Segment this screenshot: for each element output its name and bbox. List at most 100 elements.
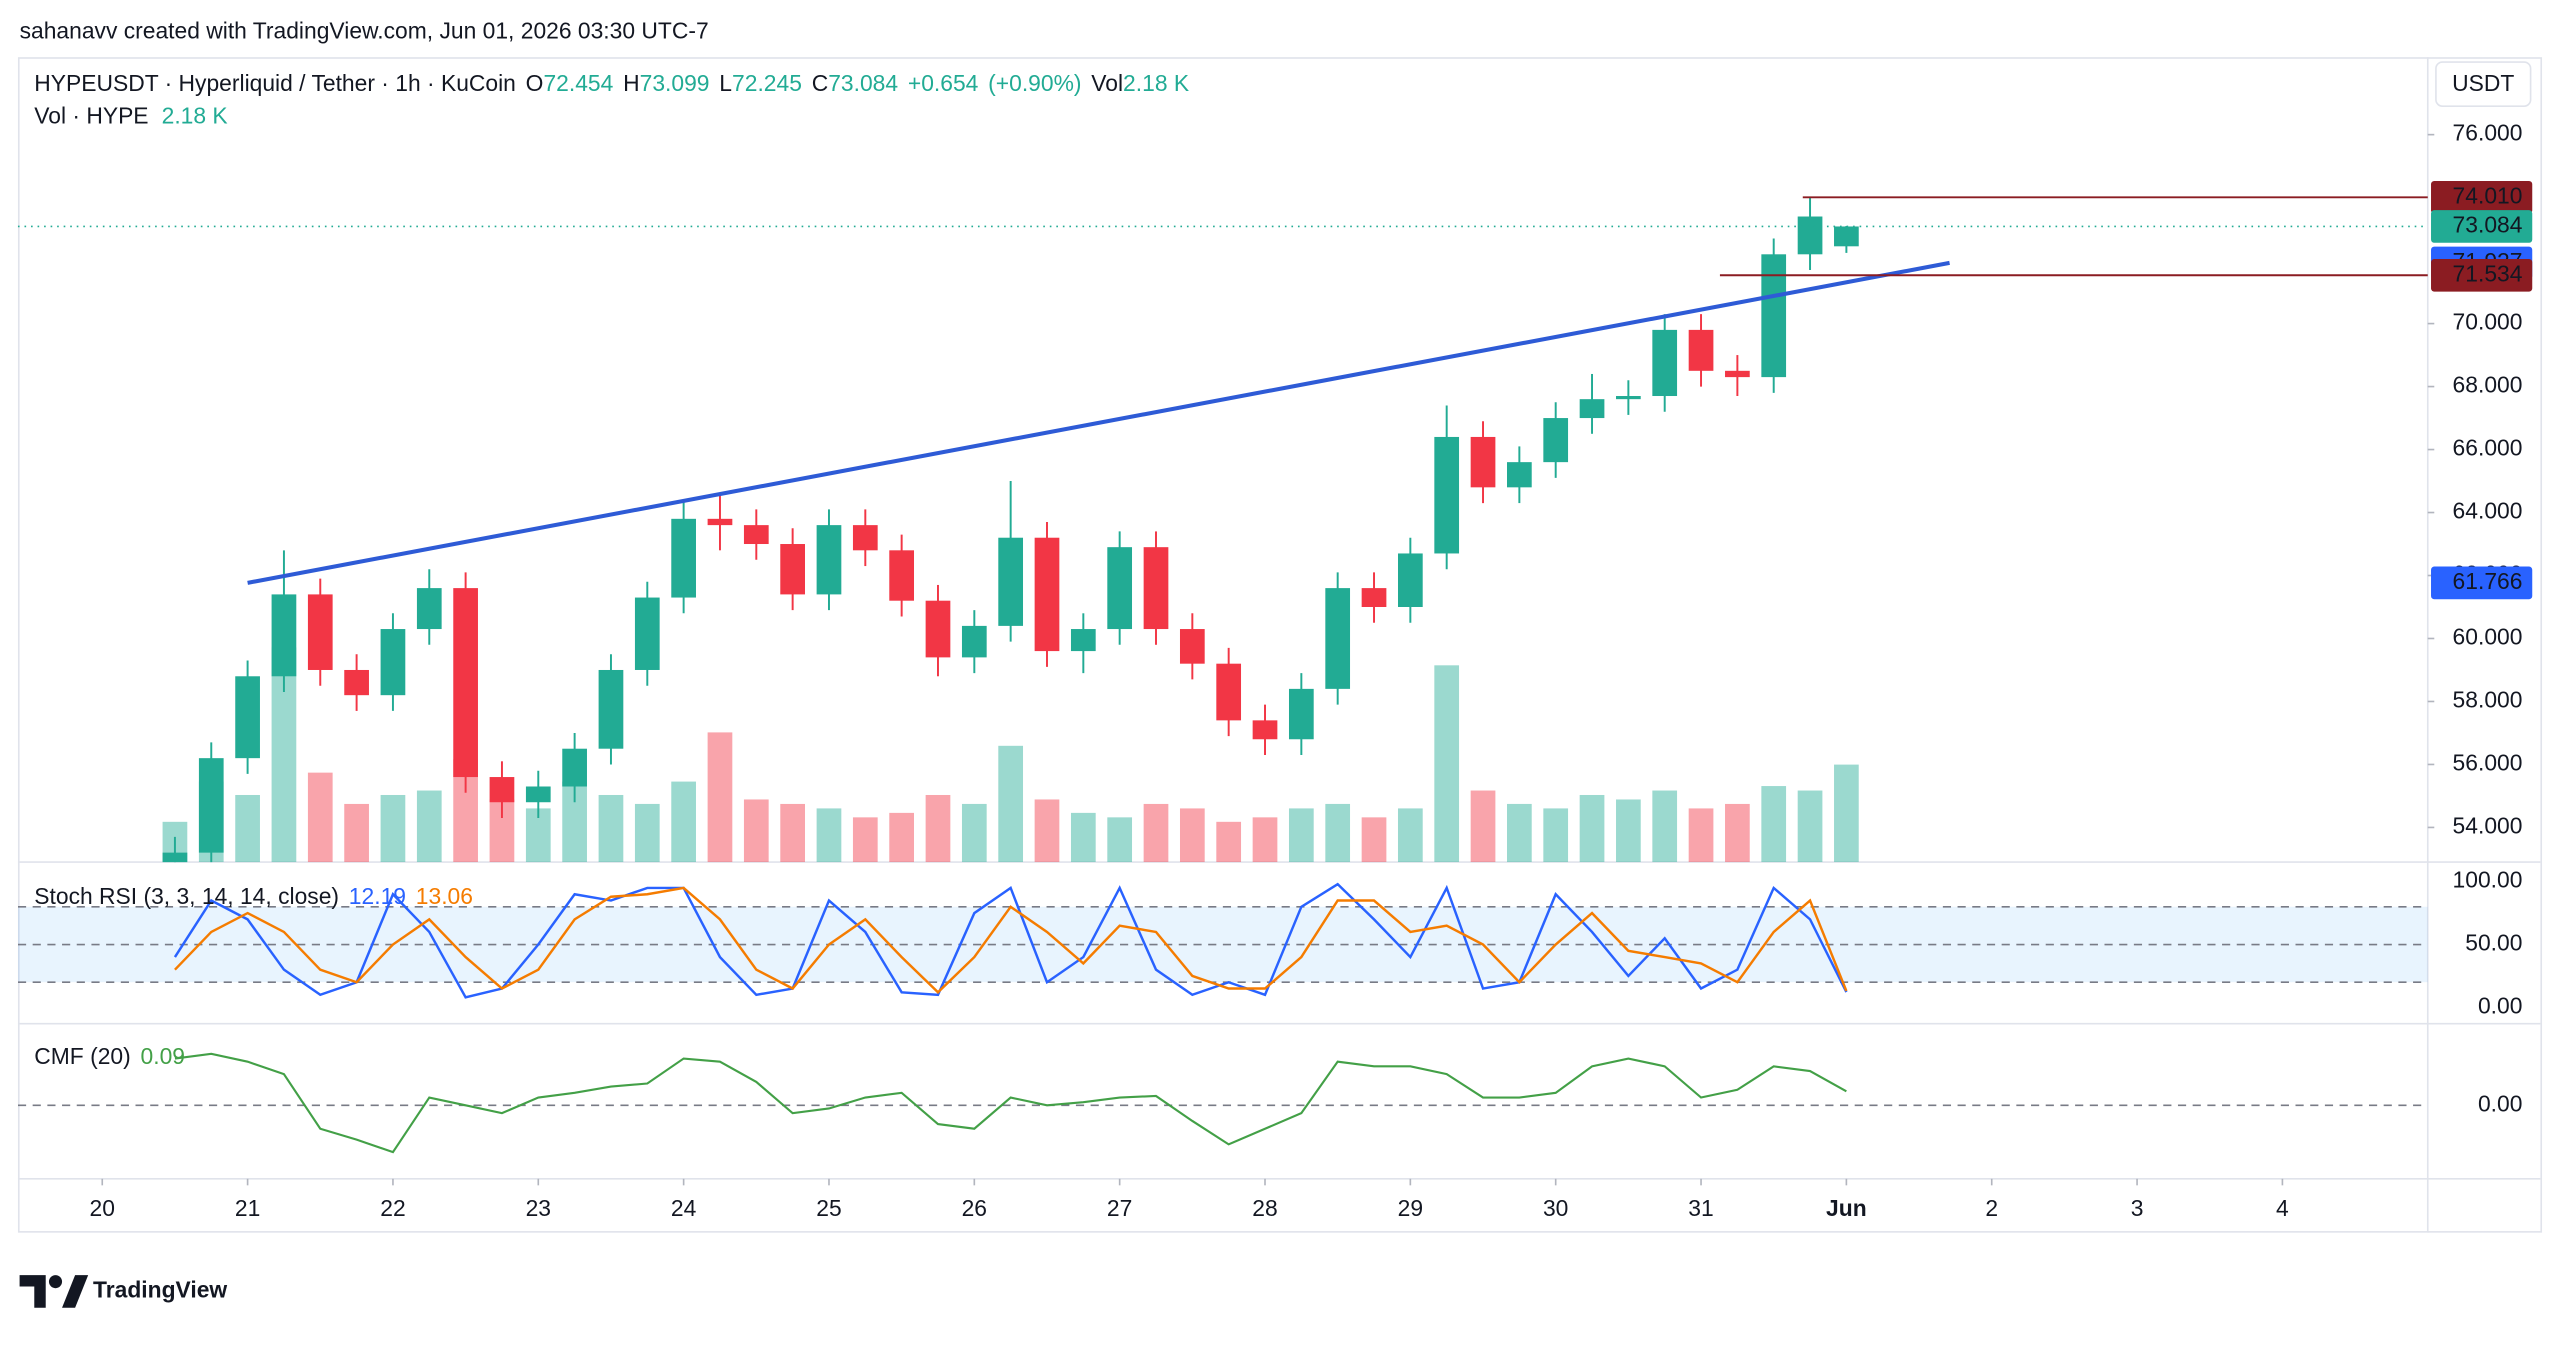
candle-body (1252, 720, 1278, 740)
candle-body (1397, 553, 1423, 607)
x-tick-label: 21 (235, 1195, 260, 1221)
legend-key: Vol (1091, 70, 1123, 96)
volume-bar (1361, 817, 1387, 863)
candle-body (743, 525, 769, 545)
stoch-legend: Stoch RSI (3, 3, 14, 14, close) 12.19 13.0… (34, 883, 473, 909)
cmf-tick-label: 0.00 (2478, 1090, 2522, 1116)
volume-title: Vol · HYPE (34, 103, 148, 129)
candle-body (1361, 588, 1387, 607)
candle-body (271, 594, 297, 677)
candle-body (1470, 436, 1496, 488)
legend-value: 73.099 (640, 70, 710, 96)
x-tick-label: 24 (671, 1195, 697, 1221)
candle-body (816, 525, 842, 595)
volume-bar (1579, 794, 1605, 863)
candle-body (634, 597, 660, 670)
y-tick-label: 56.000 (2453, 749, 2523, 775)
candle-body (1288, 688, 1314, 740)
legend: HYPEUSDT · Hyperliquid / Tether · 1h · K… (34, 70, 1189, 96)
brand-logo (19, 1275, 89, 1308)
currency[interactable]: USDT (2452, 70, 2514, 96)
volume-bar (1143, 803, 1169, 863)
candle-body (961, 625, 987, 658)
legend-key: O (526, 70, 544, 96)
volume-bar (1034, 799, 1060, 863)
candle-body (1434, 436, 1460, 554)
volume-bar (925, 794, 951, 863)
legend-value: 73.084 (828, 70, 898, 96)
x-tick-label: Jun (1826, 1195, 1867, 1221)
volume-bar (598, 794, 624, 863)
y-tick-label: 66.000 (2453, 435, 2523, 461)
volume-bar (380, 794, 406, 863)
volume-bar (852, 817, 878, 863)
stoch-pane (17, 882, 2428, 999)
volume-bar (1252, 817, 1278, 863)
volume-bar (1070, 812, 1096, 863)
candle-body (380, 629, 406, 696)
volume-bar (743, 799, 769, 863)
cmf-legend: CMF (20) 0.09 (34, 1043, 185, 1069)
y-tick-label: 54.000 (2453, 812, 2523, 838)
volume-bar (707, 732, 733, 863)
volume-bar (1688, 808, 1714, 863)
candle-body (1688, 329, 1714, 371)
candle-body (1070, 629, 1096, 652)
volume-bar (416, 790, 442, 863)
volume-bar (1470, 790, 1496, 863)
price-badge (2431, 258, 2533, 292)
x-tick-label: 3 (2131, 1195, 2144, 1221)
legend-key: C (812, 70, 829, 96)
stoch-value: 13.06 (416, 883, 473, 909)
volume-bar (1725, 803, 1750, 863)
cmf-title: CMF (20) (34, 1043, 130, 1069)
volume-bar (1179, 808, 1205, 863)
candle-body (780, 544, 805, 595)
candle-body (235, 676, 260, 759)
candle-body (562, 748, 587, 787)
legend-value: 72.454 (543, 70, 613, 96)
candle-body (1034, 537, 1060, 652)
volume-bar (1325, 803, 1351, 863)
candle-body (344, 669, 369, 696)
cmf-value: 0.09 (141, 1043, 185, 1069)
price-badge-label: 61.766 (2453, 568, 2523, 594)
price-badge (2431, 210, 2533, 243)
y-tick-label: 70.000 (2453, 309, 2523, 335)
candle-body (416, 588, 442, 630)
volume-bar (671, 781, 696, 863)
trendline (247, 260, 1950, 585)
volume-bar (1434, 665, 1460, 863)
y-tick-label: 60.000 (2453, 624, 2523, 650)
legend-key: H (623, 70, 640, 96)
currency-box[interactable] (2435, 61, 2532, 107)
candle-body (1797, 216, 1823, 255)
x-tick-label: 30 (1543, 1195, 1568, 1221)
legend-value: +0.654 (908, 70, 979, 96)
volume-bar (1797, 790, 1823, 863)
candle-body (1579, 399, 1605, 419)
legend-value: 72.245 (732, 70, 802, 96)
candle-body (1143, 547, 1169, 630)
volume-bar (961, 803, 987, 863)
volume-bar (344, 803, 369, 863)
cmf-pane (17, 1052, 2428, 1154)
chart-frame (17, 57, 2543, 1233)
stoch-title: Stoch RSI (3, 3, 14, 14, close) (34, 883, 339, 909)
x-tick-label: 25 (816, 1195, 841, 1221)
candle-body (852, 525, 878, 551)
candle-body (1216, 663, 1242, 721)
candle-body (889, 550, 915, 601)
candle-body (671, 518, 696, 598)
candle-body (1325, 588, 1351, 689)
candle-body (1761, 254, 1787, 378)
volume-bar (307, 772, 333, 863)
volume-bar (1834, 764, 1859, 863)
volume-bar (816, 808, 842, 863)
candle-body (1507, 462, 1532, 488)
candle-body (307, 594, 333, 670)
volume-bar (1216, 821, 1242, 863)
x-tick-label: 29 (1398, 1195, 1423, 1221)
candle-body (707, 518, 733, 526)
